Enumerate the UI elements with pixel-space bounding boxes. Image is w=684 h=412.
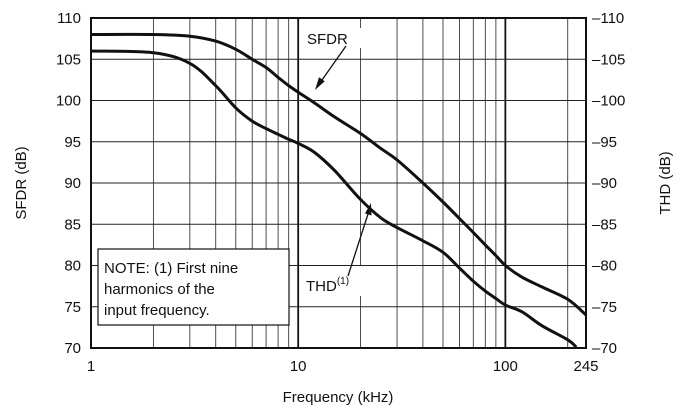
y-tick-label-left: 80 xyxy=(64,258,81,275)
sfdr-arrow-head xyxy=(315,77,325,90)
y-tick-label-left: 70 xyxy=(64,340,81,357)
thd-arrow-shaft xyxy=(347,213,369,277)
note-line-3: input frequency. xyxy=(104,302,210,319)
note-box-frame xyxy=(97,248,290,326)
y-tick-label-right: –75 xyxy=(592,299,617,316)
thd-label-bg xyxy=(304,266,362,296)
thd-label-main: THD xyxy=(306,278,337,295)
sfdr-label-bg xyxy=(304,28,362,48)
sfdr-arrow-shaft xyxy=(321,45,347,81)
sfdr-label: SFDR xyxy=(307,31,348,48)
plot-frame xyxy=(90,17,587,349)
y-tick-label-left: 100 xyxy=(56,93,81,110)
x-tick-label: 245 xyxy=(573,358,598,375)
y-tick-label-right: –90 xyxy=(592,175,617,192)
y-tick-label-right: –100 xyxy=(592,93,625,110)
x-tick-label: 100 xyxy=(493,358,518,375)
y-axis-label-right: THD (dB) xyxy=(657,151,674,214)
y-tick-label-right: –105 xyxy=(592,51,625,68)
sfdr-line xyxy=(90,32,588,317)
y-tick-label-left: 90 xyxy=(64,175,81,192)
y-tick-label-right: –70 xyxy=(592,340,617,357)
y-tick-label-right: –95 xyxy=(592,134,617,151)
x-tick-label: 10 xyxy=(290,358,307,375)
thd-label-sup: (1) xyxy=(337,276,349,287)
y-tick-label-right: –110 xyxy=(592,10,624,27)
y-tick-label-right: –85 xyxy=(592,216,617,233)
note-box: NOTE: (1) First nine harmonics of the in… xyxy=(97,248,290,326)
x-axis-label: Frequency (kHz) xyxy=(283,389,394,406)
y-tick-label-left: 75 xyxy=(64,299,81,316)
note-line-2: harmonics of the xyxy=(104,281,215,298)
y-axis-label-left: SFDR (dB) xyxy=(13,146,30,219)
thd-label: THD(1) xyxy=(306,276,349,295)
y-tick-label-left: 110 xyxy=(57,10,81,27)
y-ticks-right: –70 –75 –80 –85 –90 –95 –100 –105 –110 xyxy=(592,10,625,357)
y-tick-label-left: 85 xyxy=(64,216,81,233)
y-tick-label-right: –80 xyxy=(592,258,617,275)
x-ticks: 1 10 100 245 xyxy=(87,358,599,375)
x-tick-label: 1 xyxy=(87,358,95,375)
y-tick-label-left: 105 xyxy=(56,51,81,68)
y-ticks-left: 70 75 80 85 90 95 100 105 110 xyxy=(56,10,81,357)
thd-arrow-head xyxy=(365,203,372,216)
series-sfdr xyxy=(90,32,588,317)
y-tick-label-left: 95 xyxy=(64,134,81,151)
note-line-1: NOTE: (1) First nine xyxy=(104,260,238,277)
